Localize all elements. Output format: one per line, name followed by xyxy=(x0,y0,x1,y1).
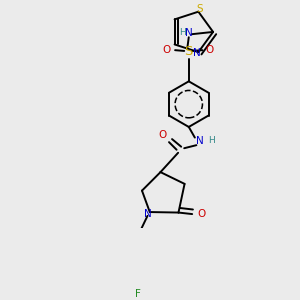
Text: H: H xyxy=(179,28,186,37)
Text: N: N xyxy=(196,136,203,146)
Text: O: O xyxy=(205,45,213,55)
Text: N: N xyxy=(193,48,201,58)
Text: O: O xyxy=(158,130,166,140)
Text: N: N xyxy=(144,209,152,219)
Text: N: N xyxy=(185,28,193,38)
Text: O: O xyxy=(197,209,206,219)
Text: S: S xyxy=(196,4,203,14)
Text: F: F xyxy=(135,289,141,299)
Text: H: H xyxy=(208,136,215,145)
Text: O: O xyxy=(163,45,171,55)
Text: S: S xyxy=(184,45,193,58)
